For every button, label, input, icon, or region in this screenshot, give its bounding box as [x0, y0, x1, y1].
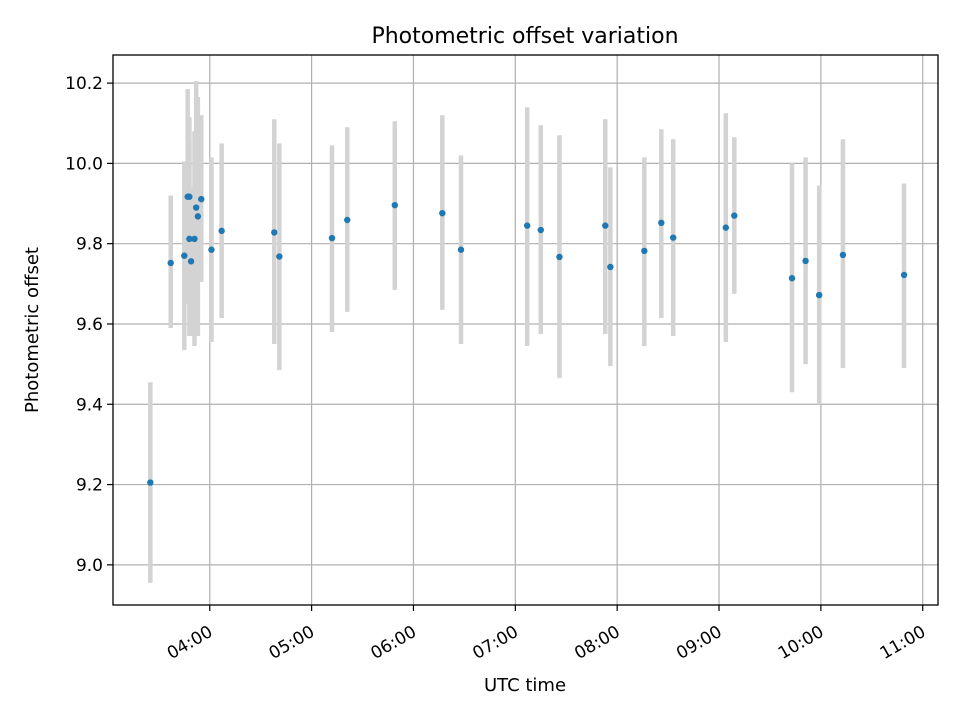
data-point [457, 246, 465, 253]
data-point [181, 252, 188, 259]
y-tick-label: 9.8 [76, 235, 103, 255]
data-point [208, 246, 215, 253]
data-points [147, 193, 908, 486]
y-tick-label: 9.0 [76, 556, 103, 576]
data-point [731, 212, 738, 219]
data-point [669, 234, 677, 241]
x-tick-label: 04:00 [164, 622, 216, 664]
y-tick-label: 9.2 [76, 476, 103, 496]
data-point [607, 263, 614, 271]
data-point [186, 193, 193, 200]
y-axis-label: Photometric offset [22, 247, 43, 413]
data-point [815, 291, 823, 299]
data-point [186, 235, 193, 243]
data-point [523, 222, 531, 229]
x-tick-label: 06:00 [368, 622, 420, 664]
y-axis-ticks: 9.0 9.2 9.4 9.6 9.8 10.0 10.2 [65, 74, 113, 576]
y-tick-label: 9.4 [76, 395, 103, 415]
data-point [167, 259, 174, 267]
x-tick-label: 08:00 [571, 622, 623, 664]
data-point [391, 201, 398, 209]
data-point [802, 257, 809, 265]
x-axis-label: UTC time [484, 675, 566, 696]
x-tick-label: 05:00 [266, 622, 318, 664]
data-point [602, 222, 609, 229]
data-point [900, 271, 908, 279]
x-tick-label: 11:00 [877, 622, 929, 664]
data-point [328, 234, 336, 242]
error-bars [148, 81, 907, 583]
plot-frame [112, 54, 939, 606]
data-point [722, 224, 730, 231]
data-point [537, 226, 544, 234]
data-point [194, 213, 202, 220]
data-point [641, 247, 648, 255]
y-tick-label: 9.6 [76, 315, 103, 335]
x-axis-ticks: 04:00 05:00 06:00 07:00 08:00 09:00 10:00 11:00 [164, 605, 929, 664]
data-point [556, 253, 563, 261]
data-point [187, 258, 195, 265]
data-point [276, 253, 283, 260]
data-point [788, 275, 796, 282]
data-point [658, 219, 665, 227]
chart-title: Photometric offset variation [371, 24, 678, 49]
y-tick-label: 10.0 [65, 154, 103, 174]
data-point [439, 209, 446, 217]
data-point [198, 195, 205, 203]
y-tick-label: 10.2 [65, 74, 103, 94]
data-point [218, 227, 225, 235]
data-point [192, 204, 200, 211]
data-point [344, 216, 351, 224]
data-point [147, 479, 154, 486]
data-point [271, 229, 278, 236]
data-point [191, 235, 198, 243]
x-tick-label: 09:00 [673, 622, 725, 664]
x-tick-label: 07:00 [469, 622, 521, 664]
data-point [839, 251, 847, 259]
x-tick-label: 10:00 [775, 622, 827, 664]
